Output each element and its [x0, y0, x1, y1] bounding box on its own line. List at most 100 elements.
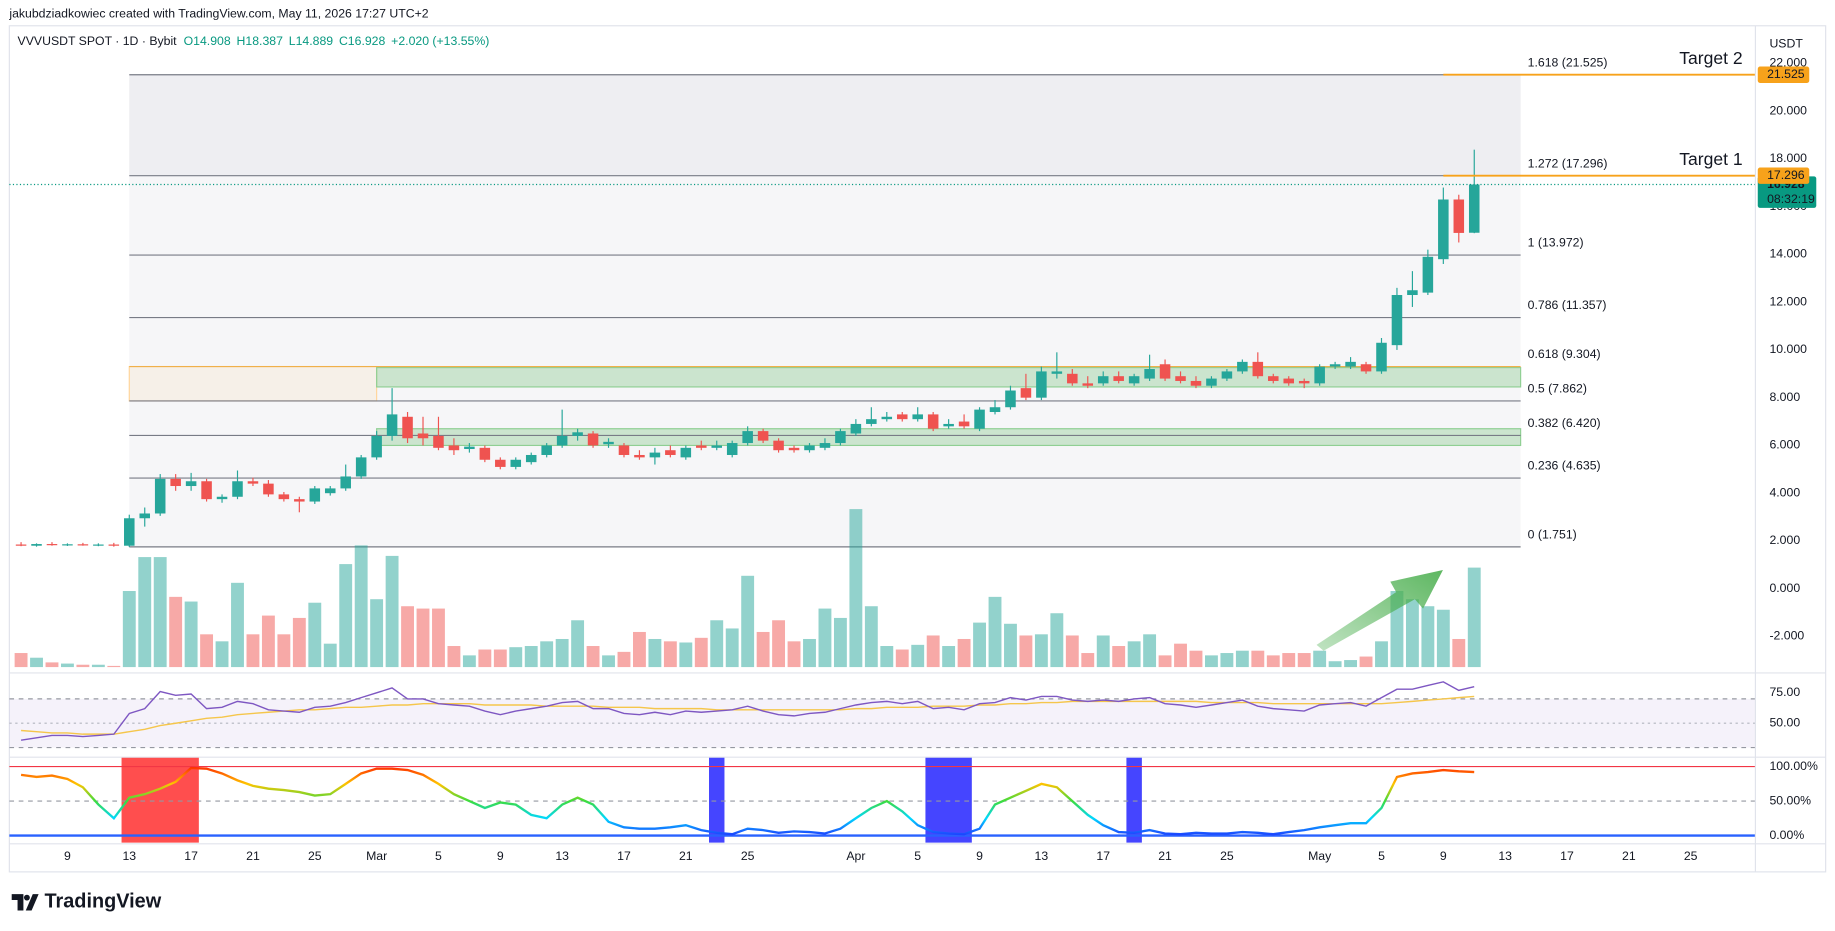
x-tick-label: 17 [617, 849, 631, 863]
candle-body [1453, 199, 1465, 233]
x-tick-label: 17 [1096, 849, 1110, 863]
candle-body [912, 414, 923, 420]
volume-bar [1158, 655, 1172, 668]
candle-body [185, 481, 197, 487]
volume-bar [462, 655, 476, 668]
rsi-tick-label: 75.00 [1769, 685, 1800, 699]
volume-bar [169, 596, 183, 668]
volume-bar [1282, 653, 1296, 668]
x-tick-label: 9 [64, 849, 71, 863]
x-tick-label: 25 [1684, 849, 1698, 863]
candle-body [417, 433, 429, 439]
fib-top-band [129, 74, 1521, 176]
candle-body [788, 447, 800, 451]
candle-body [46, 544, 58, 546]
volume-bar [261, 615, 275, 668]
y-tick-label: 8.000 [1769, 390, 1800, 404]
volume-bar [1096, 635, 1110, 668]
volume-bar [524, 646, 538, 668]
candle-body [680, 447, 692, 458]
candle-body [742, 431, 753, 444]
x-tick-label: May [1308, 849, 1332, 863]
candle-body [464, 446, 475, 450]
volume-bar [1127, 641, 1141, 668]
volume-bar [416, 608, 430, 668]
candle-body [958, 421, 970, 427]
volume-bar [370, 599, 384, 668]
candle-body [525, 454, 537, 463]
candle-body [927, 414, 939, 429]
volume-bar [772, 620, 786, 668]
currency: USDT [1769, 37, 1803, 51]
signal-zone [709, 757, 725, 843]
volume-bar [308, 602, 322, 668]
target-label: Target 1 [1679, 149, 1742, 169]
candle-body [247, 481, 259, 484]
x-tick-label: 13 [555, 849, 569, 863]
volume-bar [478, 649, 492, 668]
candle-body [1376, 342, 1387, 372]
candle-body [1329, 364, 1341, 367]
volume-bar [509, 647, 523, 668]
candle-body [572, 432, 583, 436]
volume-bar [153, 557, 167, 668]
oscillator-tick-label: 50.00% [1769, 793, 1811, 807]
volume-bar [1034, 634, 1048, 668]
volume-bar [1004, 623, 1017, 668]
fib-label: 1.272 (17.296) [1528, 156, 1608, 170]
candle-body [696, 445, 707, 448]
candle-body [386, 414, 398, 436]
volume-bar [540, 641, 554, 668]
frame [8, 25, 1827, 873]
volume-bar [277, 634, 291, 668]
volume-bar [880, 646, 894, 668]
candle-body [1360, 364, 1372, 372]
volume-bar [1313, 650, 1327, 668]
volume-bar [725, 628, 739, 668]
candle-body [371, 435, 382, 458]
candle-body [201, 481, 212, 500]
volume-bar [401, 606, 414, 668]
x-tick-label: 9 [497, 849, 504, 863]
y-tick-label: 22.000 [1769, 56, 1807, 70]
volume-bar [14, 653, 28, 668]
candle-body [15, 544, 27, 546]
legend-change: +2.020 (+13.55%) [391, 34, 489, 48]
volume-bar [1297, 653, 1311, 668]
candle-body [1005, 390, 1016, 408]
target-tag [1757, 167, 1810, 184]
candle-body [711, 445, 723, 448]
volume-bar [1359, 656, 1373, 668]
candle-body [1097, 376, 1109, 384]
volume-bar [957, 638, 971, 668]
volume-bar [818, 608, 832, 668]
candle-body [355, 457, 367, 477]
volume-bar [385, 555, 399, 668]
candle-body [1113, 376, 1124, 381]
volume-bar [493, 649, 507, 668]
candle-body [31, 544, 42, 546]
volume-bar [45, 662, 59, 668]
x-tick-label: 21 [246, 849, 260, 863]
candle-body [1020, 388, 1032, 398]
volume-bar [787, 641, 801, 668]
volume-bar [1421, 606, 1435, 668]
candle-body [850, 423, 862, 434]
candle-body [1159, 364, 1171, 379]
candle-body [309, 488, 321, 502]
candle-body [1221, 371, 1233, 379]
candle-body [1128, 376, 1140, 384]
x-tick-label: 17 [184, 849, 198, 863]
signal-zone [925, 757, 972, 843]
volume-bar [1205, 655, 1218, 668]
candle-body [726, 443, 738, 455]
candle-body [495, 459, 506, 467]
overlay-layer: 22.00020.00018.00016.00014.00012.00010.0… [9, 48, 1818, 863]
x-tick-label: 9 [1440, 849, 1447, 863]
fib-label: 0 (1.751) [1528, 527, 1577, 541]
x-tick-label: 13 [122, 849, 136, 863]
zone-box [376, 367, 1522, 388]
volume-bar [339, 564, 353, 668]
candle-body [618, 445, 630, 455]
